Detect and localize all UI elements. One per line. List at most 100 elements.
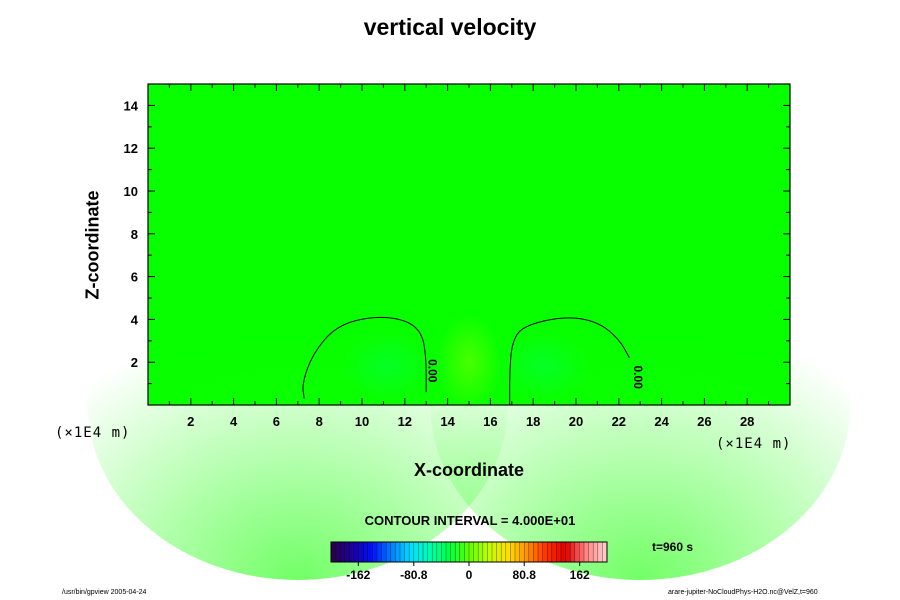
x-axis-label: X-coordinate <box>413 460 524 480</box>
x-tick-label: 26 <box>697 414 711 429</box>
colorbar-cell <box>478 542 484 562</box>
y-tick-label: 8 <box>131 227 138 242</box>
colorbar-cell <box>482 542 488 562</box>
colorbar-cell <box>602 542 608 562</box>
colorbar-cell <box>404 542 410 562</box>
y-tick-label: 10 <box>124 184 138 199</box>
y-tick-label: 2 <box>131 355 138 370</box>
colorbar-cell <box>574 542 580 562</box>
colorbar-cell <box>473 542 479 562</box>
x-tick-label: 12 <box>398 414 412 429</box>
x-tick-label: 20 <box>569 414 583 429</box>
contour-line <box>302 316 427 399</box>
colorbar-cell <box>584 542 589 562</box>
colorbar-cell <box>519 542 525 562</box>
colorbar-cell <box>381 542 387 562</box>
x-tick-label: 24 <box>654 414 669 429</box>
contour-label: 0.00 <box>425 359 439 383</box>
colorbar-cell <box>464 542 470 562</box>
colorbar-cell <box>349 542 355 562</box>
colorbar-cell <box>409 542 415 562</box>
colorbar-cell <box>459 542 465 562</box>
x-axis-unit: (×1E4 m) <box>716 436 792 452</box>
colorbar-cell <box>515 542 520 562</box>
colorbar-cell <box>340 542 346 562</box>
colorbar-cell <box>400 542 405 562</box>
colorbar-cell <box>538 542 543 562</box>
colorbar-tick-label: 80.8 <box>513 568 537 582</box>
y-tick-label: 12 <box>124 141 138 156</box>
colorbar-cell <box>344 542 350 562</box>
colorbar-cell <box>386 542 392 562</box>
colorbar-cell <box>335 542 341 562</box>
colorbar-cell <box>487 542 493 562</box>
colorbar-cell <box>551 542 557 562</box>
colorbar-cell <box>556 542 562 562</box>
colorbar-cell <box>363 542 369 562</box>
field-downdraft-left <box>342 331 433 402</box>
colorbar-cell <box>588 542 594 562</box>
colorbar-tick-label: 0 <box>466 568 473 582</box>
colorbar-cell <box>446 542 451 562</box>
y-axis-unit: (×1E4 m) <box>55 425 131 441</box>
colorbar-cell <box>579 542 585 562</box>
y-tick-label: 14 <box>124 98 139 113</box>
colorbar-cell <box>413 542 419 562</box>
colorbar-cell <box>390 542 396 562</box>
colorbar-tick-label: -162 <box>346 568 370 582</box>
y-axis-label: Z-coordinate <box>82 190 103 300</box>
x-tick-label: 8 <box>316 414 323 429</box>
footer-command: /usr/bin/gpview 2005-04-24 <box>62 589 147 596</box>
colorbar-cell <box>427 542 433 562</box>
y-tick-label: 6 <box>131 270 138 285</box>
colorbar-cell <box>593 542 599 562</box>
colorbar-cell <box>372 542 378 562</box>
colorbar-cell <box>501 542 507 562</box>
colorbar-cell <box>524 542 530 562</box>
colorbar-cell <box>455 542 461 562</box>
colorbar-cell <box>565 542 571 562</box>
contour-interval-label: CONTOUR INTERVAL = 4.000E+01 <box>364 513 576 528</box>
colorbar-cell <box>331 542 336 562</box>
colorbar-cell <box>505 542 511 562</box>
field-updraft-center <box>437 314 501 411</box>
colorbar-cell <box>358 542 364 562</box>
colorbar-cell <box>597 542 603 562</box>
x-tick-label: 4 <box>230 414 238 429</box>
colorbar-cell <box>469 542 474 562</box>
colorbar-cell <box>528 542 534 562</box>
field-downdraft-right <box>498 331 589 402</box>
colorbar-cell <box>561 542 566 562</box>
x-tick-label: 22 <box>612 414 626 429</box>
colorbar-cell <box>423 542 428 562</box>
contour-label: 0.00 <box>631 366 645 390</box>
colorbar-cell <box>418 542 424 562</box>
colorbar-tick-label: -80.8 <box>400 568 428 582</box>
colorbar-cell <box>354 542 359 562</box>
contour-line <box>509 317 630 405</box>
colorbar-cell <box>436 542 442 562</box>
x-tick-label: 18 <box>526 414 540 429</box>
colorbar-cell <box>395 542 401 562</box>
x-tick-label: 2 <box>187 414 194 429</box>
colorbar-cell <box>542 542 548 562</box>
chart-title: vertical velocity <box>363 14 537 40</box>
colorbar-cell <box>492 542 497 562</box>
x-tick-label: 14 <box>440 414 455 429</box>
colorbar-cell <box>450 542 456 562</box>
x-tick-label: 28 <box>740 414 754 429</box>
colorbar-cell <box>432 542 438 562</box>
time-label: t=960 s <box>652 540 694 554</box>
colorbar-cell <box>441 542 447 562</box>
colorbar-cell <box>496 542 502 562</box>
colorbar-cell <box>510 542 516 562</box>
x-tick-label: 16 <box>483 414 497 429</box>
colorbar-tick-label: 162 <box>570 568 590 582</box>
x-tick-label: 6 <box>273 414 280 429</box>
colorbar-cell <box>533 542 539 562</box>
y-tick-label: 4 <box>131 312 139 327</box>
colorbar-cell <box>367 542 373 562</box>
footer-source: arare-jupiter-NoCloudPhys-H2O.nc@VelZ,t=… <box>668 589 818 596</box>
x-tick-label: 10 <box>355 414 369 429</box>
